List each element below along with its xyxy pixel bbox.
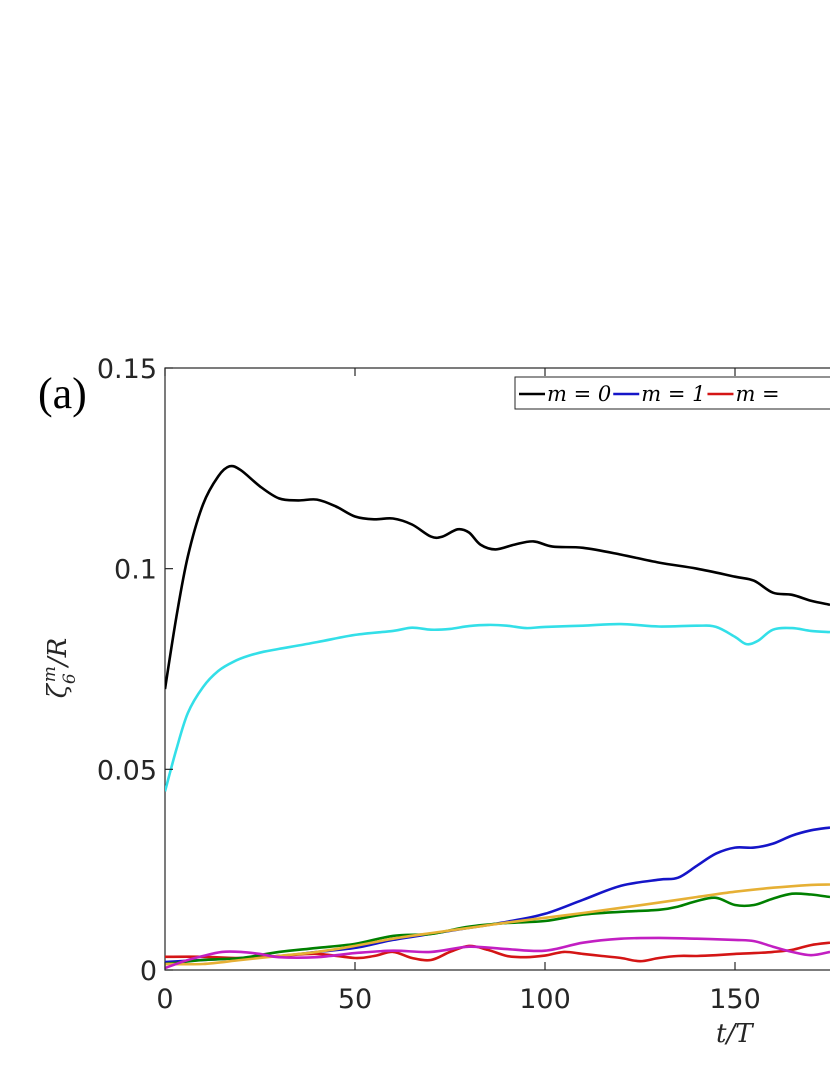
x-tick-label: 100 [519,984,571,1015]
series-line-0 [165,464,830,690]
y-axis-label-sup: m [40,666,60,682]
y-tick-label: 0.1 [114,555,157,586]
plot-area [164,367,830,971]
legend-label-1: m = 1 [641,382,705,406]
series-line-3 [165,892,830,966]
x-tick-label: 0 [156,984,173,1015]
x-tick-label: 50 [338,984,372,1015]
y-axis-label-base: ζ [43,682,73,698]
series-layer [165,464,830,970]
x-axis-label: t/T [716,1019,754,1049]
y-tick-label: 0.15 [97,354,157,385]
series-line-2 [165,941,830,963]
y-tick-label: 0 [140,956,157,987]
y-tick-label: 0.05 [97,755,157,786]
series-line-6 [165,622,830,792]
y-axis-label-group: ζ6m/R [40,638,80,698]
legend-label-0: m = 0 [547,382,611,406]
x-tick-label: 150 [709,984,761,1015]
y-axis-label-sub: 6 [60,673,80,684]
y-axis-label-rest: /R [43,638,73,669]
legend-box [514,376,830,410]
series-line-5 [165,936,830,970]
panel-label: (a) [38,369,87,418]
legend: m = 0 m = 1 m = [514,376,830,410]
y-axis-label: ζ6m/R [40,638,80,698]
legend-label-2: m = [735,382,779,406]
axes [164,367,830,971]
ticks-layer: 0 50 100 150 0 0.05 0.1 0.15 [97,354,761,1015]
